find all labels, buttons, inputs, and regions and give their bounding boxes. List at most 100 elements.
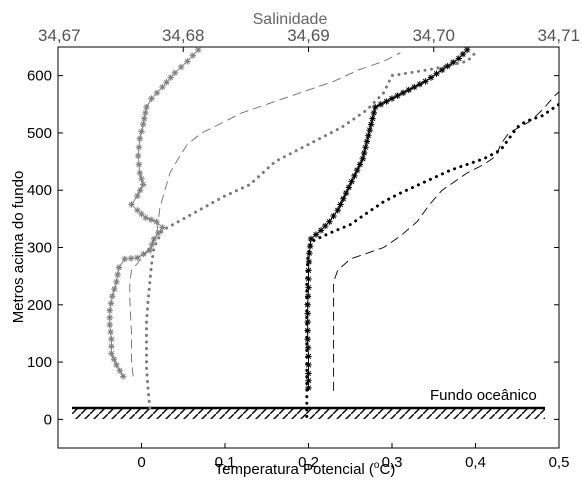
asterisk-marker: [372, 103, 379, 111]
series-gray-asterisk-line: [106, 47, 202, 380]
asterisk-marker: [322, 222, 329, 230]
asterisk-marker: [459, 50, 467, 58]
x-bottom-tick-label: 0,4: [465, 454, 486, 471]
asterisk-marker: [167, 74, 174, 81]
asterisk-marker: [304, 310, 311, 317]
x-bottom-tick-label: 0,2: [298, 454, 319, 471]
asterisk-marker: [304, 292, 312, 300]
asterisk-marker: [135, 161, 143, 168]
asterisk-marker: [304, 344, 312, 351]
asterisk-marker: [143, 103, 150, 111]
asterisk-marker: [159, 83, 166, 91]
asterisk-marker: [113, 361, 120, 369]
asterisk-marker: [370, 109, 378, 117]
asterisk-marker: [369, 115, 376, 122]
asterisk-marker: [184, 58, 191, 65]
y-tick-label: 200: [27, 297, 52, 314]
asterisk-marker: [159, 224, 166, 231]
asterisk-marker: [305, 353, 312, 360]
asterisk-marker: [108, 350, 115, 357]
asterisk-marker: [405, 86, 412, 94]
asterisk-marker: [334, 207, 341, 214]
asterisk-marker: [337, 201, 344, 208]
series-line: [333, 91, 559, 391]
series-thin-dashed-gray: [129, 52, 401, 377]
asterisk-marker: [340, 195, 347, 203]
asterisk-marker: [107, 300, 115, 307]
x-top-tick-label: 34,71: [537, 26, 580, 45]
asterisk-marker: [360, 149, 368, 157]
series-black-dotted-thick: [305, 102, 559, 418]
asterisk-marker: [363, 138, 371, 145]
asterisk-marker: [306, 250, 313, 257]
asterisk-marker: [142, 109, 149, 117]
asterisk-marker: [141, 115, 148, 122]
asterisk-marker: [189, 52, 197, 59]
bottom-axis-label-unit: C): [379, 461, 395, 478]
asterisk-marker: [142, 214, 149, 221]
asterisk-marker: [153, 218, 160, 225]
x-bottom-tick-label: 0,1: [215, 454, 236, 471]
x-top-tick-label: 34,69: [287, 26, 330, 45]
asterisk-marker: [148, 241, 156, 248]
asterisk-marker: [307, 235, 315, 243]
asterisk-marker: [138, 175, 145, 182]
asterisk-marker: [146, 247, 154, 254]
asterisk-marker: [366, 126, 373, 134]
asterisk-marker: [150, 235, 158, 243]
tick-marks: [57, 47, 560, 448]
asterisk-marker: [362, 144, 369, 151]
x-bottom-tick-label: 0,5: [549, 454, 570, 471]
y-tick-label: 600: [27, 68, 52, 85]
asterisk-marker: [134, 152, 142, 160]
series-thin-dashed-black: [333, 91, 559, 391]
asterisk-marker: [305, 384, 312, 392]
asterisk-marker: [305, 284, 312, 291]
asterisk-marker: [163, 79, 170, 86]
asterisk-marker: [433, 70, 440, 77]
series-gray-dotted-thick: [145, 51, 477, 410]
y-axis-label: Metros acima do fundo: [10, 171, 27, 324]
x-top-tick-label: 34,67: [38, 26, 81, 45]
series-line: [305, 102, 559, 418]
asterisk-marker: [177, 63, 185, 71]
asterisk-marker: [326, 218, 333, 225]
bottom-axis-label-main: Temperatura Potencial (: [215, 461, 374, 478]
asterisk-marker: [365, 132, 372, 139]
asterisk-marker: [305, 267, 312, 274]
asterisk-marker: [153, 89, 161, 97]
asterisk-marker: [127, 255, 135, 262]
asterisk-marker: [438, 66, 446, 74]
asterisk-marker: [108, 343, 115, 350]
asterisk-marker: [140, 250, 147, 258]
asterisk-marker: [110, 356, 118, 363]
asterisk-marker: [450, 59, 457, 66]
asterisk-marker: [148, 95, 155, 102]
series-black-asterisk-line: [304, 47, 471, 392]
asterisk-marker: [134, 254, 141, 262]
asterisk-marker: [116, 367, 123, 374]
asterisk-marker: [422, 78, 429, 85]
asterisk-marker: [136, 169, 144, 177]
asterisk-marker: [107, 328, 114, 336]
asterisk-marker: [139, 121, 147, 128]
asterisk-marker: [121, 255, 128, 263]
asterisk-marker: [305, 370, 312, 377]
asterisk-marker: [399, 89, 407, 97]
y-tick-label: 500: [27, 125, 52, 142]
x-top-tick-label: 34,68: [162, 26, 205, 45]
asterisk-marker: [119, 373, 127, 380]
series-line: [145, 51, 477, 410]
asterisk-marker: [134, 207, 141, 214]
asterisk-marker: [128, 201, 135, 208]
asterisk-marker: [317, 227, 325, 234]
asterisk-marker: [345, 184, 353, 191]
asterisk-marker: [155, 229, 162, 237]
asterisk-marker: [356, 161, 364, 168]
asterisk-marker: [359, 155, 366, 162]
asterisk-marker: [444, 62, 451, 70]
y-tick-label: 100: [27, 354, 52, 371]
seafloor-annotation: Fundo oceânico: [430, 387, 537, 404]
asterisk-marker: [304, 335, 311, 343]
